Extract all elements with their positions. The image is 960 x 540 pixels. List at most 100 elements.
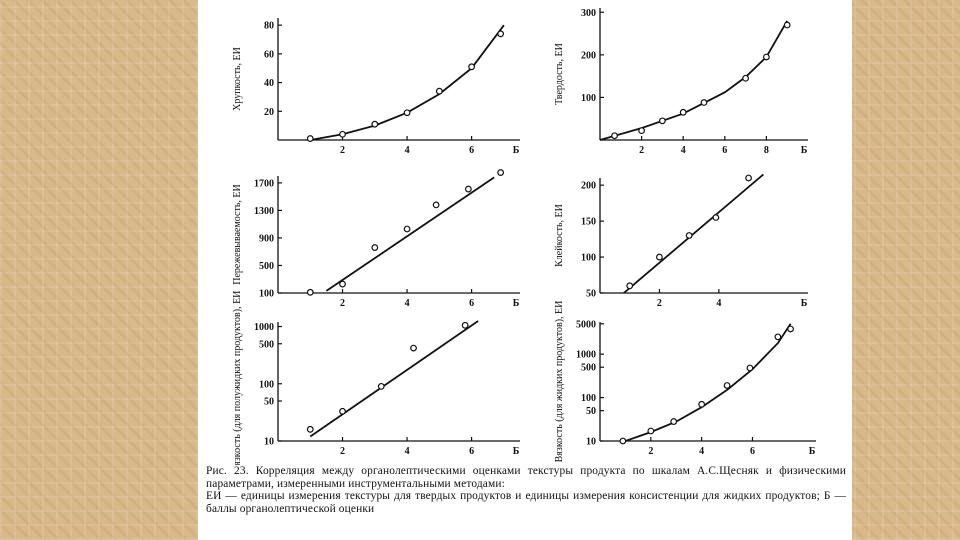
figure-caption: Рис. 23. Корреляция между органолептичес… <box>206 465 846 515</box>
data-point <box>626 282 634 290</box>
data-point <box>659 117 666 125</box>
trend-line <box>309 320 479 438</box>
y-axis-label: Хрупкость, ЕИ <box>232 47 243 111</box>
x-tick-label: 2 <box>340 145 345 156</box>
x-tick-label: 2 <box>340 298 345 309</box>
x-tick-label: 4 <box>405 298 410 309</box>
trend-line <box>623 173 764 294</box>
y-tick-label: 40 <box>264 78 274 89</box>
y-tick-label: 500 <box>581 363 596 374</box>
data-point <box>619 437 627 445</box>
data-point <box>745 174 752 182</box>
x-axis-label: Б <box>801 145 808 156</box>
data-point <box>306 288 314 296</box>
data-point <box>403 225 411 233</box>
data-point <box>306 425 314 433</box>
data-point <box>435 87 443 95</box>
figure-panels: 20 40 60 80 2 4 6 Б Хрупкость, ЕИ 100 200 300 2 4 6 8 Б Т… <box>232 8 816 465</box>
x-tick-label: 4 <box>699 446 704 457</box>
y-tick-label: 20 <box>264 107 274 118</box>
data-point <box>371 120 379 128</box>
x-tick-label: 2 <box>648 446 653 457</box>
data-point <box>497 30 505 38</box>
x-tick-label: 6 <box>469 446 474 457</box>
data-point <box>787 325 794 333</box>
data-point <box>742 74 749 82</box>
data-point <box>468 63 476 71</box>
y-tick-label: 100 <box>259 379 274 390</box>
y-tick-label: 100 <box>259 289 274 300</box>
data-point <box>497 169 505 176</box>
x-tick-label: 4 <box>681 145 686 156</box>
y-tick-label: 50 <box>264 396 274 407</box>
data-point <box>410 344 417 352</box>
y-axis-label: Пережевываемость, ЕИ <box>232 184 243 285</box>
x-tick-label: 6 <box>469 298 474 309</box>
data-point <box>763 53 770 61</box>
y-tick-label: 150 <box>581 217 596 228</box>
data-point <box>670 418 678 425</box>
x-tick-label: 6 <box>722 145 727 156</box>
trend-line <box>599 20 788 141</box>
data-point <box>377 382 385 390</box>
y-tick-label: 100 <box>581 393 596 404</box>
data-point <box>712 214 720 221</box>
data-point <box>339 407 346 415</box>
data-point <box>403 109 411 117</box>
data-point <box>656 253 663 261</box>
y-tick-label: 900 <box>259 233 274 244</box>
y-axis-label: Вязкость (для жидких продуктов), ЕИ <box>554 301 565 463</box>
x-tick-label: 2 <box>340 446 345 457</box>
data-point <box>774 333 782 341</box>
y-tick-label: 1700 <box>254 178 274 189</box>
data-point <box>371 244 379 251</box>
data-point <box>306 135 314 142</box>
data-point <box>611 132 618 140</box>
data-point <box>339 130 346 138</box>
x-tick-label: 6 <box>750 446 755 457</box>
y-tick-label: 1000 <box>576 350 596 361</box>
data-point <box>638 127 646 135</box>
x-axis-label: Б <box>809 446 816 457</box>
y-tick-label: 500 <box>259 261 274 272</box>
x-axis-label: Б <box>801 298 808 309</box>
caption-line-2: ЕИ — единицы измерения текстуры для твер… <box>206 490 846 515</box>
trend-line <box>625 323 792 442</box>
y-axis-label: Вязкость (для полужидких продуктов), ЕИ <box>232 291 243 465</box>
data-point <box>700 99 708 106</box>
trend-line <box>310 24 505 141</box>
x-tick-label: 4 <box>716 298 721 309</box>
y-tick-label: 1300 <box>254 206 274 217</box>
caption-line-1: Рис. 23. Корреляция между органолептичес… <box>206 465 846 490</box>
y-tick-label: 80 <box>264 21 274 32</box>
y-tick-label: 300 <box>581 8 596 19</box>
y-tick-label: 500 <box>259 339 274 350</box>
data-point <box>647 427 655 435</box>
x-tick-label: 8 <box>764 145 769 156</box>
x-tick-label: 6 <box>469 145 474 156</box>
x-axis-label: Б <box>513 298 520 309</box>
y-tick-label: 5000 <box>576 319 596 330</box>
data-point <box>685 232 693 239</box>
data-point <box>783 21 791 29</box>
y-tick-label: 100 <box>581 93 596 104</box>
y-tick-label: 100 <box>581 253 596 264</box>
data-point <box>339 280 346 288</box>
y-tick-label: 200 <box>581 50 596 61</box>
y-tick-label: 50 <box>586 289 596 300</box>
data-point <box>461 321 469 329</box>
data-point <box>723 382 731 389</box>
y-tick-label: 1000 <box>254 322 274 333</box>
y-axis-label: Твердость, ЕИ <box>554 43 565 105</box>
y-tick-label: 10 <box>586 437 596 448</box>
y-axis-label: Клейкость, ЕИ <box>554 204 565 267</box>
data-point <box>746 364 754 372</box>
data-point <box>698 400 706 408</box>
x-axis-label: Б <box>513 446 520 457</box>
x-tick-label: 2 <box>657 298 662 309</box>
data-point <box>432 201 440 209</box>
book-page: 20 40 60 80 2 4 6 Б Хрупкость, ЕИ 100 200 300 2 4 6 8 Б Т… <box>198 0 852 540</box>
x-tick-label: 4 <box>405 446 410 457</box>
trend-line <box>325 176 495 292</box>
y-tick-label: 10 <box>264 437 274 448</box>
